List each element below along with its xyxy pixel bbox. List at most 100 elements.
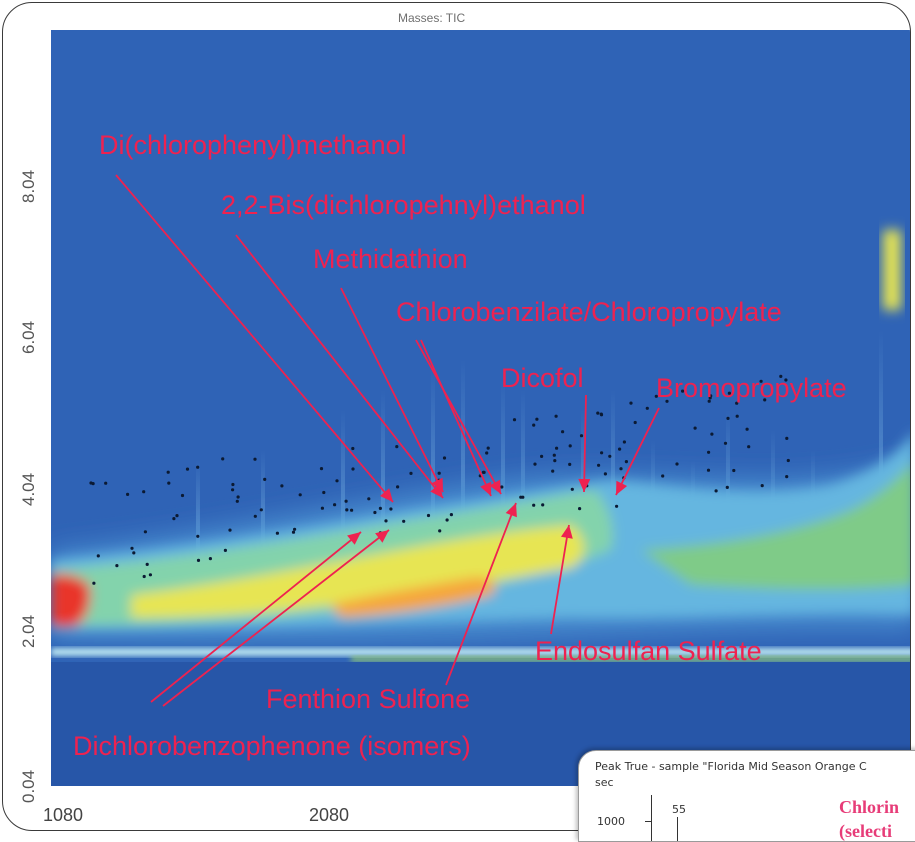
intensity-streak <box>879 330 883 590</box>
peak-dot <box>236 495 240 499</box>
peak-dot <box>654 394 658 398</box>
peak-dot <box>166 470 170 474</box>
peak-dot <box>512 418 517 422</box>
peak-dot <box>732 468 736 473</box>
peak-dot <box>409 471 413 475</box>
annotation-arrow-line <box>415 339 502 495</box>
peak-dot <box>745 427 749 431</box>
peak-dot <box>196 558 201 563</box>
annotation-labels: Di(chlorophenyl)methanol 2,2-Bis(dichlor… <box>73 130 847 761</box>
peak-dot <box>253 514 257 518</box>
peak-dot <box>561 430 565 434</box>
annotation-arrow-line <box>235 234 444 499</box>
intensity-streak <box>196 460 200 590</box>
peak-dot <box>551 469 555 473</box>
peak-dot <box>378 506 382 510</box>
annotation-arrow-head <box>347 532 361 545</box>
chart-frame: Masses: TIC <box>2 2 911 831</box>
inset-peak-label: 55 <box>672 803 686 816</box>
peak-dot <box>96 554 100 558</box>
intensity-streak <box>431 370 435 590</box>
annotation-arrow-line <box>340 287 444 493</box>
peak-dot <box>615 504 619 508</box>
peak-dot <box>172 517 176 521</box>
annotation-arrow-line <box>420 339 492 497</box>
intensity-streak <box>461 360 465 590</box>
peak-dot <box>345 508 349 512</box>
inset-heading-line2: (selecti <box>839 821 892 841</box>
peak-dot <box>231 482 235 487</box>
peak-dot <box>132 551 136 555</box>
inset-unit: sec <box>595 776 614 789</box>
peak-dot <box>779 374 783 378</box>
peak-dot <box>693 426 697 430</box>
annotation-arrow-head <box>431 477 443 492</box>
peak-dot <box>263 477 267 481</box>
peak-dot <box>568 462 572 466</box>
heatmap-plot-area: Di(chlorophenyl)methanol 2,2-Bis(dichlor… <box>51 30 910 786</box>
annotation-arrow-head <box>375 530 389 543</box>
chart-title: Masses: TIC <box>398 11 466 25</box>
peak-dot <box>389 507 393 511</box>
peak-dot <box>710 432 714 436</box>
annotation-arrow-head <box>380 488 393 502</box>
peak-dot <box>253 457 257 461</box>
peak-dot <box>208 557 212 561</box>
peak-dot <box>293 527 297 531</box>
y-tick-label: 6.04 <box>19 320 38 354</box>
inset-heading-line1: Chlorin <box>839 797 900 817</box>
peak-dot <box>235 499 239 503</box>
peak-dot <box>619 467 623 471</box>
peak-dot <box>437 471 441 475</box>
peak-dot <box>145 562 149 567</box>
peak-dot <box>707 450 711 454</box>
peak-dot <box>552 453 556 457</box>
peak-dot <box>608 454 612 458</box>
annotation-arrow-line <box>162 529 390 707</box>
y-tick-label: 8.04 <box>19 169 38 203</box>
peak-dot <box>532 503 536 507</box>
peak-dot <box>142 490 146 494</box>
annotation-arrow-head <box>578 478 591 492</box>
heatmap-svg: Di(chlorophenyl)methanol 2,2-Bis(dichlor… <box>51 30 910 786</box>
peak-dot <box>706 468 711 472</box>
annotation-arrows <box>115 174 660 707</box>
edge-hotspot <box>883 230 901 310</box>
peak-dot <box>554 414 558 418</box>
peak-dot <box>333 503 337 507</box>
peak-dot <box>675 462 679 466</box>
peak-dot <box>319 467 324 471</box>
peak-dot <box>167 481 171 485</box>
peak-dot <box>541 503 545 507</box>
peak-dot <box>275 531 279 535</box>
peak-dot <box>280 484 284 488</box>
label-fenthion-sulfone: Fenthion Sulfone <box>266 684 470 714</box>
peak-dot <box>223 548 227 553</box>
peak-dot <box>486 446 490 450</box>
peak-dot <box>725 485 729 489</box>
peak-dot <box>629 401 633 405</box>
peak-dot <box>143 530 147 534</box>
peak-dot <box>785 475 789 479</box>
peak-dot <box>485 451 489 455</box>
annotation-arrow-head <box>561 525 573 539</box>
peak-dot <box>442 456 447 460</box>
peak-dot <box>532 423 536 427</box>
peak-dot <box>568 444 572 448</box>
inset-tick-mark <box>645 821 651 822</box>
peak-dot <box>126 492 130 496</box>
peak-dot <box>196 465 200 469</box>
y-tick-label: 0.04 <box>19 769 38 803</box>
annotation-arrow-head <box>505 503 517 518</box>
peak-dot <box>578 507 582 511</box>
peak-dot <box>500 485 504 489</box>
inset-title: Peak True - sample "Florida Mid Season O… <box>595 760 867 773</box>
peak-dot <box>661 474 665 478</box>
peak-dot <box>600 451 604 455</box>
peak-dot <box>185 467 190 471</box>
peak-dot <box>196 534 200 538</box>
peak-dot <box>579 434 584 438</box>
peak-dot <box>104 481 108 485</box>
peak-dot <box>322 490 326 495</box>
peak-dot <box>723 441 728 445</box>
